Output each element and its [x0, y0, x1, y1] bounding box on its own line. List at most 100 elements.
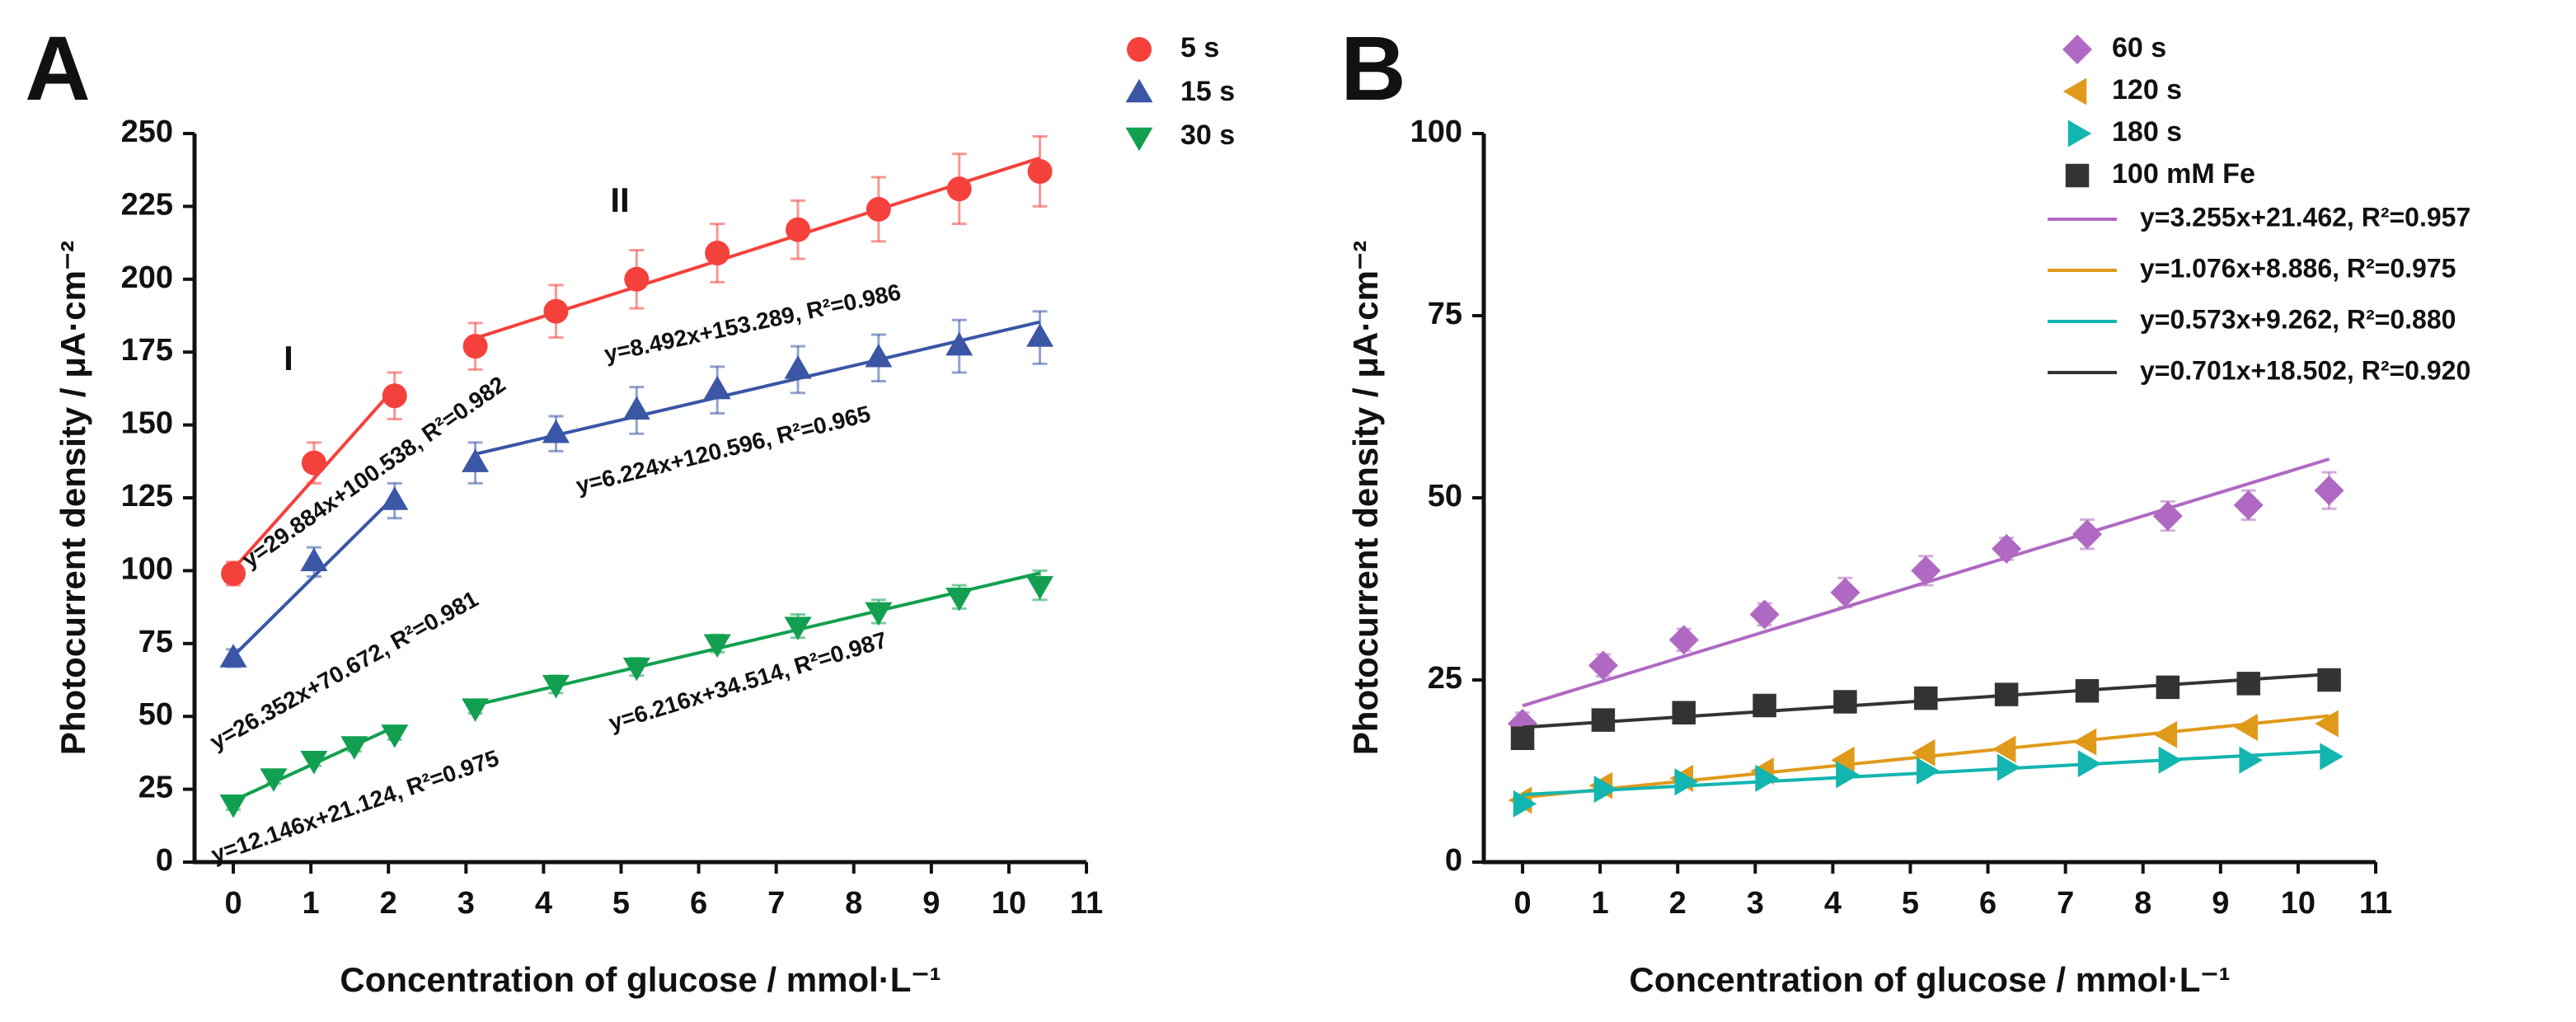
y-tick-label: 0: [1445, 843, 1462, 878]
marker: [1994, 682, 2019, 706]
marker: [945, 587, 974, 612]
marker: [2158, 746, 2183, 774]
x-tick-label: 7: [767, 886, 785, 921]
y-tick-label: 200: [121, 260, 173, 295]
x-tick-label: 8: [2134, 886, 2151, 921]
marker: [1836, 761, 1860, 789]
marker: [542, 675, 570, 699]
x-tick-label: 2: [1669, 886, 1687, 921]
annotation: II: [610, 180, 629, 219]
legend-label: 180 s: [2112, 116, 2182, 148]
marker: [543, 298, 569, 324]
legend-marker: [2062, 77, 2087, 105]
legend-fit-equation: y=3.255x+21.462, R²=0.957: [2140, 202, 2470, 232]
marker: [2072, 728, 2097, 756]
x-tick-label: 2: [380, 886, 397, 921]
x-tick-label: 7: [2057, 886, 2074, 921]
x-tick-label: 0: [1513, 886, 1531, 921]
panel-label: A: [25, 18, 90, 120]
legend-label: 120 s: [2112, 74, 2182, 105]
fit-line: [475, 320, 1041, 456]
y-tick-label: 0: [156, 843, 173, 878]
marker: [2075, 679, 2100, 703]
x-tick-label: 9: [922, 886, 940, 921]
x-tick-label: 5: [612, 886, 630, 921]
marker: [300, 547, 328, 572]
marker: [1912, 738, 1936, 766]
legend-label: 100 mM Fe: [2112, 158, 2255, 190]
marker: [1753, 693, 1776, 718]
marker: [1831, 746, 1855, 774]
marker: [381, 486, 409, 510]
y-axis-title: Photocurrent density / μA·cm⁻²: [54, 241, 92, 755]
marker: [622, 657, 650, 682]
marker: [462, 448, 490, 472]
marker: [1026, 575, 1054, 600]
marker: [2077, 750, 2102, 778]
marker: [784, 355, 812, 379]
marker: [1911, 556, 1941, 586]
marker: [1510, 726, 1535, 750]
marker: [624, 266, 650, 292]
y-tick-label: 225: [121, 187, 173, 222]
legend-marker: [2067, 120, 2092, 148]
fit-line: [475, 571, 1041, 707]
y-tick-label: 125: [121, 479, 173, 513]
marker: [2233, 490, 2264, 520]
x-tick-label: 10: [992, 886, 1026, 921]
annotation: I: [284, 339, 293, 377]
marker: [2156, 675, 2180, 700]
marker: [703, 634, 731, 659]
x-tick-label: 11: [2359, 886, 2392, 921]
marker: [865, 344, 893, 368]
legend-marker: [1125, 78, 1153, 103]
x-tick-label: 8: [845, 886, 862, 921]
y-tick-label: 150: [121, 406, 173, 441]
x-tick-label: 3: [457, 886, 475, 921]
y-tick-label: 50: [1428, 479, 1462, 513]
marker: [1755, 764, 1779, 792]
x-tick-label: 6: [1979, 886, 1997, 921]
marker: [1026, 323, 1054, 347]
marker: [1830, 577, 1860, 607]
x-tick-label: 1: [1592, 886, 1609, 921]
y-axis-title: Photocurrent density / μA·cm⁻²: [1346, 241, 1385, 755]
marker: [2314, 476, 2344, 506]
marker: [340, 736, 368, 760]
x-tick-label: 5: [1902, 886, 1919, 921]
marker: [1992, 735, 2016, 763]
marker: [1668, 625, 1699, 655]
x-tick-label: 10: [2281, 886, 2316, 921]
marker: [1992, 533, 2022, 564]
marker: [462, 334, 488, 359]
marker: [703, 375, 731, 400]
x-axis-title: Concentration of glucose / mmol·L⁻¹: [340, 960, 941, 999]
legend-marker: [2065, 163, 2090, 188]
x-tick-label: 0: [224, 886, 242, 921]
y-tick-label: 75: [138, 625, 173, 659]
marker: [1027, 158, 1053, 184]
legend-fit-equation: y=1.076x+8.886, R²=0.975: [2140, 253, 2456, 283]
marker: [1917, 757, 1940, 785]
marker: [1588, 650, 1618, 681]
marker: [785, 217, 810, 242]
marker: [542, 419, 570, 443]
x-tick-label: 11: [1070, 886, 1103, 921]
marker: [2234, 713, 2258, 741]
legend-label: 60 s: [2112, 32, 2166, 63]
y-tick-label: 25: [138, 771, 173, 805]
legend-fit-equation: y=0.701x+18.502, R²=0.920: [2140, 355, 2470, 385]
y-tick-label: 250: [121, 115, 173, 149]
marker: [1749, 599, 1780, 630]
marker: [865, 602, 893, 626]
marker: [784, 616, 812, 640]
x-tick-label: 4: [1824, 886, 1842, 921]
marker: [1672, 701, 1696, 725]
x-tick-label: 3: [1747, 886, 1764, 921]
marker: [1593, 776, 1618, 804]
y-tick-label: 175: [121, 333, 173, 368]
legend-label: 30 s: [1180, 120, 1235, 151]
x-tick-label: 9: [2212, 886, 2229, 921]
